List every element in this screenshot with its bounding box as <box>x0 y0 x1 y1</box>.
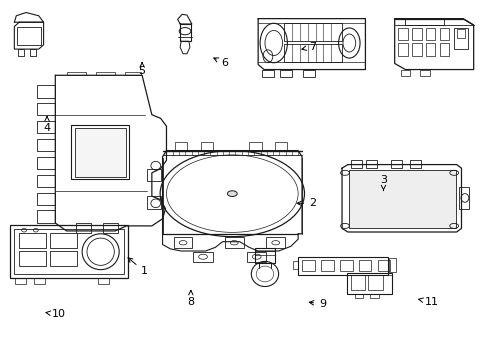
Bar <box>456 30 465 39</box>
Bar <box>30 49 36 55</box>
Bar <box>425 28 435 40</box>
Bar <box>409 160 420 168</box>
Bar <box>103 223 118 233</box>
Bar <box>350 275 365 290</box>
Bar <box>200 142 212 150</box>
Bar <box>350 160 361 168</box>
Text: 1: 1 <box>128 258 148 276</box>
Text: 2: 2 <box>297 198 316 208</box>
Bar <box>284 23 341 41</box>
Text: 5: 5 <box>138 63 145 76</box>
Bar <box>19 251 46 266</box>
Bar <box>71 126 129 179</box>
Bar <box>50 233 77 248</box>
Bar <box>419 69 429 76</box>
Bar <box>147 196 160 209</box>
Text: 8: 8 <box>187 291 194 307</box>
Text: 4: 4 <box>43 117 50 133</box>
Text: 6: 6 <box>213 58 228 68</box>
Bar <box>339 260 352 271</box>
Bar <box>66 72 86 75</box>
Bar <box>37 85 55 98</box>
Bar <box>348 170 455 228</box>
Bar <box>261 69 273 77</box>
Bar <box>96 72 115 75</box>
Text: 3: 3 <box>379 175 386 190</box>
Bar <box>279 69 291 77</box>
Bar <box>320 260 333 271</box>
Bar <box>377 260 389 271</box>
Bar <box>17 27 41 45</box>
Text: 11: 11 <box>418 297 438 307</box>
Bar <box>397 28 407 40</box>
Bar <box>425 43 435 55</box>
Bar <box>369 294 378 298</box>
Bar <box>15 278 26 284</box>
Bar <box>400 69 409 76</box>
Bar <box>249 142 261 150</box>
Bar <box>439 43 448 55</box>
Bar <box>37 193 55 205</box>
Bar <box>37 139 55 151</box>
Bar <box>50 251 77 266</box>
Bar <box>439 28 448 40</box>
Bar <box>367 275 382 290</box>
Bar <box>18 49 24 55</box>
Bar <box>346 273 391 294</box>
Bar <box>411 28 421 40</box>
Text: 9: 9 <box>309 299 325 309</box>
Bar <box>405 19 444 25</box>
Bar <box>175 142 187 150</box>
Bar <box>37 157 55 169</box>
Bar <box>266 237 285 248</box>
Bar <box>98 278 109 284</box>
Bar <box>14 229 124 274</box>
Bar <box>458 187 468 210</box>
Bar <box>298 257 387 275</box>
Bar <box>411 43 421 55</box>
Bar <box>37 175 55 187</box>
Bar <box>293 261 298 269</box>
Bar <box>397 43 407 55</box>
Bar <box>125 72 141 75</box>
Bar <box>76 223 91 233</box>
Bar <box>284 44 341 62</box>
Bar <box>34 278 44 284</box>
Bar <box>37 103 55 116</box>
Bar <box>224 237 243 248</box>
Bar <box>246 252 266 262</box>
Text: 7: 7 <box>301 42 316 51</box>
Bar <box>173 237 192 248</box>
Bar <box>303 69 315 77</box>
Bar <box>37 211 55 223</box>
Bar <box>366 160 376 168</box>
Bar <box>37 121 55 134</box>
Bar <box>453 28 467 49</box>
Bar <box>75 129 126 177</box>
Bar <box>388 258 395 272</box>
Text: 10: 10 <box>46 310 66 319</box>
Bar <box>358 260 371 271</box>
Bar <box>390 160 401 168</box>
Bar <box>354 294 363 298</box>
Bar <box>10 225 128 278</box>
Bar <box>302 260 314 271</box>
Bar <box>274 142 286 150</box>
Bar <box>19 233 46 248</box>
Ellipse shape <box>227 191 237 197</box>
Bar <box>180 24 190 41</box>
Bar <box>193 252 212 262</box>
Bar <box>147 168 160 181</box>
Bar <box>255 248 274 263</box>
